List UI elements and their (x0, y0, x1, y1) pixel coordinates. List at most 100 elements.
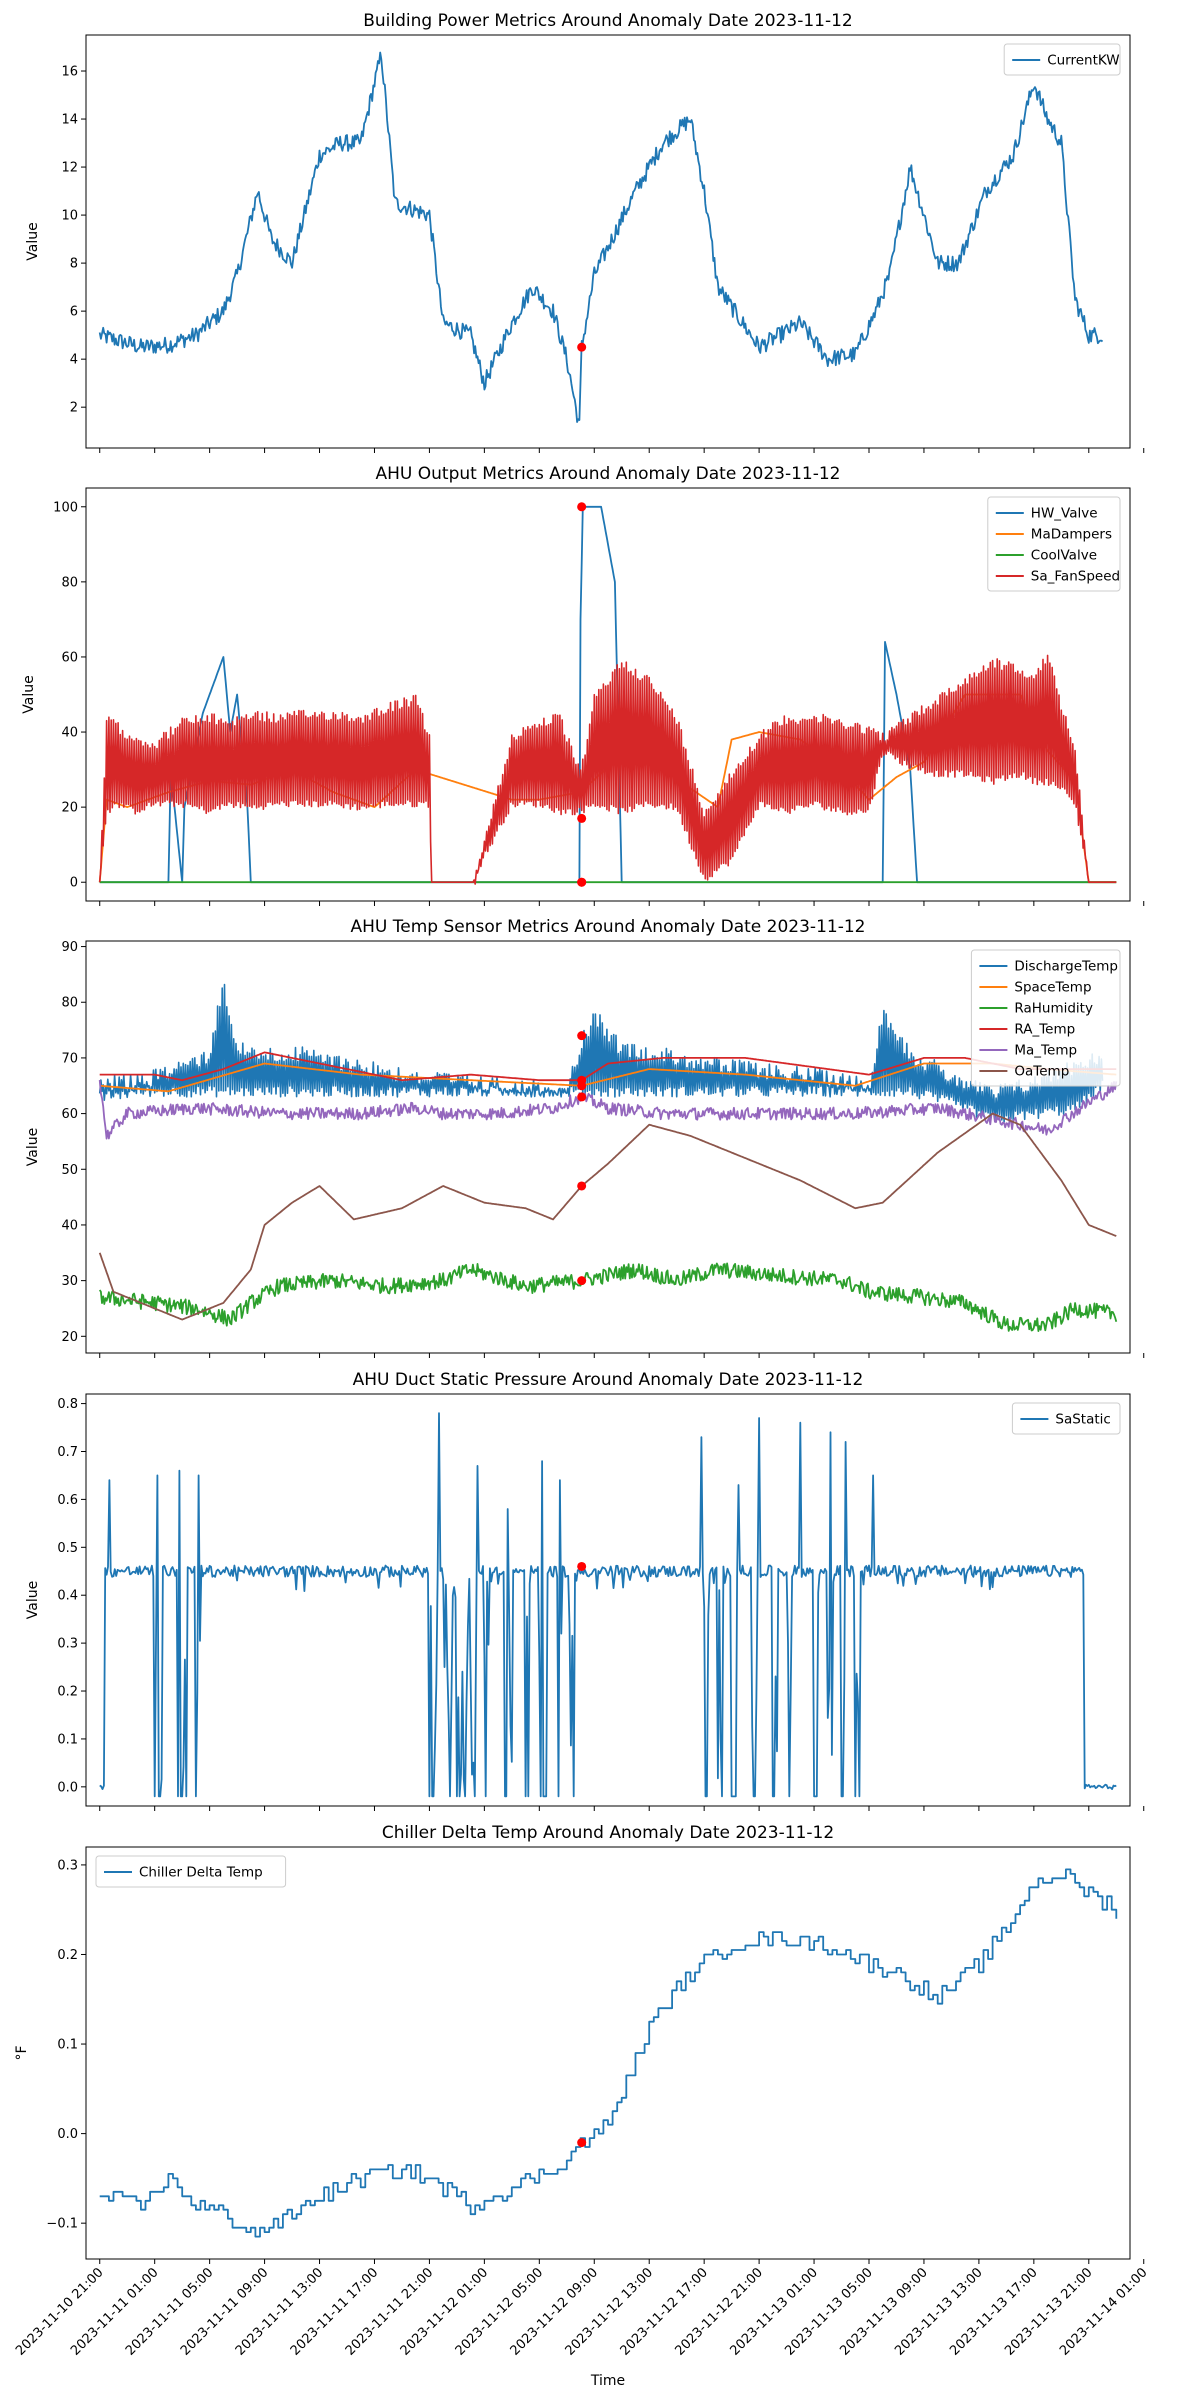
legend-label: Ma_Temp (1014, 1043, 1077, 1059)
anomaly-marker (577, 502, 587, 512)
y-tick-label: 10 (61, 209, 78, 224)
legend-box (970, 949, 1121, 1087)
legend: CurrentKW (1003, 43, 1121, 76)
series-line-rahumidity (98, 1262, 1118, 1332)
y-tick-label: 30 (61, 1274, 78, 1289)
panel-title: Chiller Delta Temp Around Anomaly Date 2… (382, 1823, 834, 1843)
legend: HW_Valve MaDampers CoolValve Sa_FanSpeed (987, 496, 1121, 592)
anomaly-marker (577, 2138, 587, 2148)
series-line-chiller-delta-temp (99, 1868, 1118, 2238)
series-line-spacetemp (99, 1062, 1117, 1093)
y-tick-label: 20 (61, 801, 78, 816)
y-tick-label: 16 (61, 65, 78, 80)
y-tick-label: 40 (61, 726, 78, 741)
panel-1: Building Power Metrics Around Anomaly Da… (25, 11, 1145, 453)
axes-frame (85, 34, 1131, 449)
legend: SaStatic (1011, 1402, 1121, 1435)
y-tick-label: 100 (53, 500, 78, 515)
y-tick-label: 0.0 (57, 2127, 78, 2142)
y-tick-label: 0.2 (57, 1685, 78, 1700)
panel-title: AHU Temp Sensor Metrics Around Anomaly D… (351, 917, 866, 937)
y-axis-label: Value (25, 1128, 41, 1166)
panel-title: AHU Output Metrics Around Anomaly Date 2… (375, 464, 840, 484)
legend-label: MaDampers (1031, 527, 1112, 543)
panel-5: Chiller Delta Temp Around Anomaly Date 2… (14, 1823, 1145, 2264)
y-tick-label: 0.3 (57, 1858, 78, 1873)
anomaly-marker (577, 813, 587, 823)
legend-label: CoolValve (1031, 548, 1097, 564)
legend: DischargeTemp SpaceTemp RaHumidity RA_Temp M… (970, 949, 1121, 1087)
anomaly-marker (577, 1075, 587, 1085)
plot-area (98, 51, 1104, 423)
legend-label: CurrentKW (1047, 53, 1119, 69)
y-tick-label: 50 (61, 1163, 78, 1178)
y-tick-label: 0.7 (57, 1445, 78, 1460)
y-tick-label: 0.0 (57, 1780, 78, 1795)
y-tick-label: 8 (70, 257, 78, 272)
panel-title: AHU Duct Static Pressure Around Anomaly … (353, 1370, 864, 1390)
x-axis-label: Time (590, 2373, 625, 2389)
y-tick-label: 0.1 (57, 2038, 78, 2053)
series-line-sastatic (99, 1412, 1117, 1798)
y-axis-label: Value (25, 1581, 41, 1619)
y-tick-label: 70 (61, 1051, 78, 1066)
panel-3: AHU Temp Sensor Metrics Around Anomaly D… (25, 917, 1145, 1358)
y-tick-label: 0.1 (57, 1732, 78, 1747)
series-line-currentkw (98, 51, 1104, 423)
y-tick-label: 6 (70, 305, 78, 320)
y-tick-label: 80 (61, 996, 78, 1011)
anomaly-marker (577, 1181, 587, 1191)
series-line-ra-temp (99, 1051, 1117, 1082)
y-tick-label: 20 (61, 1330, 78, 1345)
legend-label: OaTemp (1014, 1064, 1069, 1080)
legend-box (95, 1855, 287, 1888)
panel-title: Building Power Metrics Around Anomaly Da… (363, 11, 852, 31)
series-line-oatemp (98, 1112, 1117, 1321)
y-tick-label: 0 (70, 876, 78, 891)
y-tick-label: 80 (61, 575, 78, 590)
plot-area (98, 983, 1118, 1332)
y-tick-label: 14 (61, 113, 78, 128)
y-tick-label: 4 (70, 353, 78, 368)
y-axis-label: °F (14, 2045, 30, 2060)
legend-label: DischargeTemp (1014, 959, 1118, 975)
y-tick-label: 2 (70, 401, 78, 416)
legend-label: Sa_FanSpeed (1031, 569, 1120, 585)
y-tick-label: 40 (61, 1218, 78, 1233)
legend-label: RA_Temp (1014, 1022, 1075, 1038)
legend-label: SaStatic (1055, 1412, 1110, 1428)
anomaly-marker (577, 1092, 587, 1102)
anomaly-marker (577, 877, 587, 887)
anomaly-marker (577, 342, 587, 352)
y-axis-label: Value (21, 675, 37, 713)
y-tick-label: 0.2 (57, 1948, 78, 1963)
axes-frame (85, 1846, 1131, 2260)
y-tick-label: −0.1 (46, 2217, 78, 2232)
y-tick-label: 0.4 (57, 1589, 78, 1604)
plot-area (99, 1412, 1117, 1798)
y-tick-label: 0.6 (57, 1493, 78, 1508)
panel-2: AHU Output Metrics Around Anomaly Date 2… (21, 464, 1145, 906)
legend-box (1011, 1402, 1121, 1435)
anomaly-marker (577, 1276, 587, 1286)
legend-box (987, 496, 1121, 592)
anomaly-marker (577, 1031, 587, 1041)
y-tick-label: 0.8 (57, 1397, 78, 1412)
legend-label: HW_Valve (1031, 506, 1098, 522)
legend-label: SpaceTemp (1014, 980, 1091, 996)
legend-label: Chiller Delta Temp (139, 1865, 263, 1881)
legend-label: RaHumidity (1014, 1001, 1093, 1017)
series-line-sa-fanspeed (98, 654, 1117, 885)
anomaly-marker (577, 1561, 587, 1571)
y-tick-label: 60 (61, 650, 78, 665)
y-tick-label: 90 (61, 940, 78, 955)
legend: Chiller Delta Temp (95, 1855, 287, 1888)
y-tick-label: 12 (61, 161, 78, 176)
axes-frame (85, 1393, 1131, 1807)
y-tick-label: 0.5 (57, 1541, 78, 1556)
plot-area (98, 505, 1117, 885)
axes-frame (85, 487, 1131, 902)
y-tick-label: 60 (61, 1107, 78, 1122)
